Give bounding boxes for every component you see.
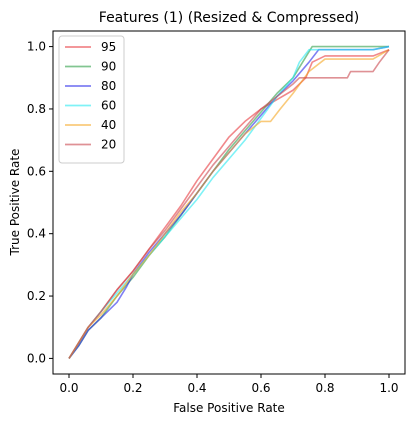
series-line-40 — [68, 49, 390, 359]
x-tick-label: 1.0 — [379, 381, 398, 395]
y-axis-label: True Positive Rate — [8, 149, 22, 257]
series-line-90 — [68, 45, 389, 359]
y-tick-label: 0.2 — [27, 289, 46, 303]
legend-label-95: 95 — [101, 40, 116, 54]
legend-box — [58, 35, 125, 164]
legend-label-80: 80 — [101, 79, 116, 93]
legend-label-40: 40 — [101, 118, 116, 132]
x-tick-label: 0.8 — [315, 381, 334, 395]
plot-frame — [52, 30, 406, 375]
chart-title: Features (1) (Resized & Compressed) — [99, 10, 359, 26]
legend-label-60: 60 — [101, 99, 116, 113]
plot-area: 0.0 0.2 0.4 0.6 0.8 1.0 0.0 0.2 0.4 0.6 0.8 1.0 — [27, 30, 406, 395]
y-tick-label: 0.6 — [27, 164, 46, 178]
series-line-20 — [68, 49, 390, 359]
series-line-60 — [68, 45, 390, 359]
y-tick-label: 1.0 — [27, 40, 46, 54]
legend-label-20: 20 — [101, 138, 116, 152]
x-tick-label: 0.2 — [123, 381, 142, 395]
y-tick-label: 0.4 — [27, 227, 46, 241]
x-tick-label: 0.0 — [59, 381, 78, 395]
legend: 95 90 80 60 40 20 — [58, 35, 125, 164]
legend-label-90: 90 — [101, 60, 116, 74]
y-tick-label: 0.8 — [27, 102, 46, 116]
x-tick-label: 0.4 — [187, 381, 206, 395]
x-tick-label: 0.6 — [251, 381, 270, 395]
x-axis-label: False Positive Rate — [173, 401, 285, 415]
y-tick-label: 0.0 — [27, 351, 46, 365]
